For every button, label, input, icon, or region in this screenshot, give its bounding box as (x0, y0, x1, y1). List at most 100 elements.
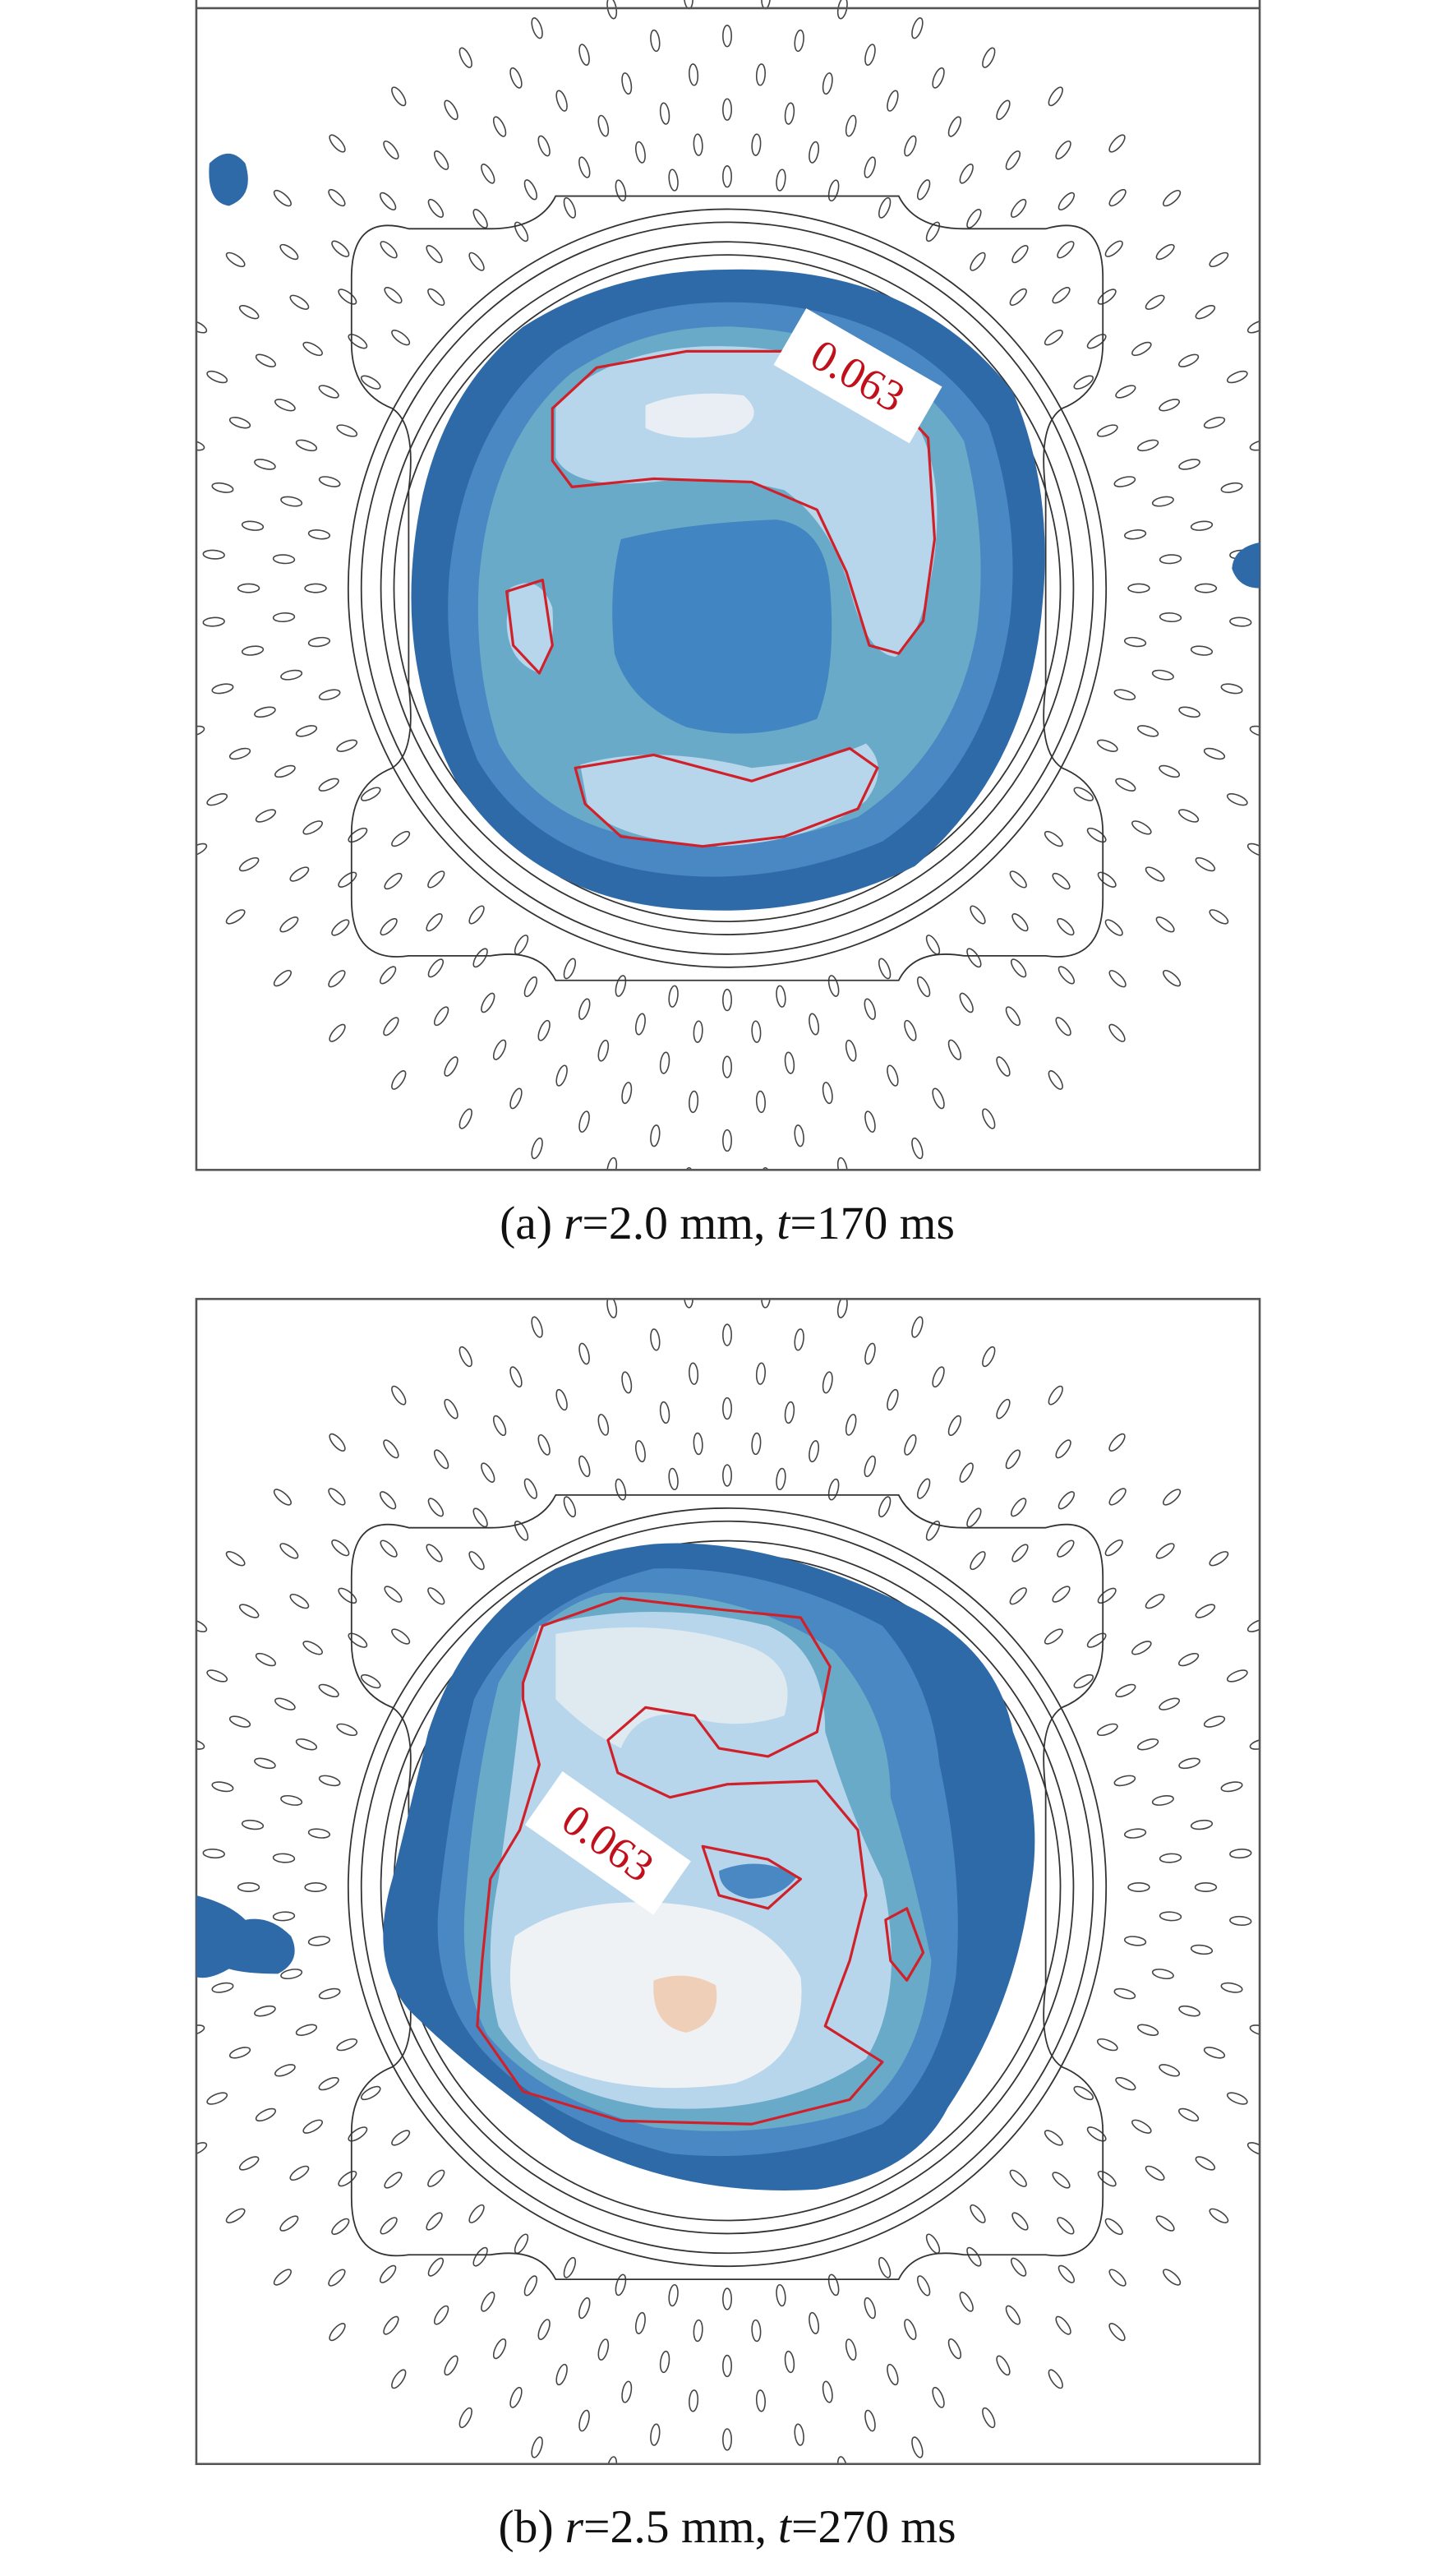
hole (458, 1346, 472, 1368)
hole (1203, 1715, 1226, 1728)
hole (1086, 827, 1107, 843)
hole (156, 2070, 179, 2084)
hole (295, 439, 318, 452)
hole (864, 1342, 876, 1365)
hole (384, 2172, 403, 2189)
hole (273, 1489, 292, 1506)
hole (481, 1462, 495, 1483)
hole (427, 870, 445, 889)
hole (668, 168, 679, 192)
hole (384, 287, 403, 304)
hole (1296, 467, 1318, 479)
caption-part: t (776, 1198, 791, 1249)
hole (228, 747, 251, 760)
hole (1131, 2119, 1152, 2134)
hole (1178, 1757, 1200, 1770)
caption-part: r (565, 2501, 584, 2553)
hole (380, 1540, 398, 1558)
hole (1096, 1723, 1118, 1737)
hole (982, 1108, 996, 1129)
hole (274, 764, 296, 778)
hole (668, 985, 679, 1008)
caption-part: =2.5 mm, (583, 2501, 767, 2553)
hole (509, 1087, 523, 1110)
hole (887, 1388, 899, 1411)
hole (328, 1488, 346, 1506)
hole (225, 2208, 246, 2223)
hole (225, 252, 246, 268)
hole (751, 1432, 762, 1456)
hole (751, 133, 762, 156)
hole (380, 917, 398, 936)
hole (1296, 1997, 1318, 2009)
hole (274, 1697, 296, 1710)
hole (1178, 706, 1200, 718)
hole (809, 1440, 820, 1463)
hole (468, 905, 485, 925)
hole (864, 44, 876, 66)
hole (1108, 2269, 1127, 2287)
hole (168, 1810, 191, 1821)
hole (761, 1299, 772, 1309)
hole (563, 1496, 577, 1518)
hole (360, 2085, 381, 2101)
hole (932, 67, 945, 89)
hole (391, 86, 407, 107)
hole (836, 2456, 848, 2464)
caption: (b) r=2.5 mm, t=270 ms (498, 2501, 956, 2553)
hole (689, 1090, 699, 1114)
hole (755, 1090, 766, 1114)
hole (237, 1882, 260, 1892)
hole (1005, 1449, 1021, 1470)
hole (1229, 1915, 1252, 1926)
contour-fill (555, 1627, 788, 1749)
hole (1155, 243, 1175, 261)
hole (1057, 2264, 1076, 2283)
hole (864, 2297, 876, 2320)
hole (947, 2338, 962, 2360)
hole (444, 1056, 458, 1077)
hole (492, 116, 507, 137)
hole (1123, 636, 1147, 648)
hole (578, 156, 591, 178)
hole (427, 958, 445, 978)
hole (1276, 2070, 1299, 2084)
hole (822, 1082, 833, 1105)
hole (1226, 793, 1248, 806)
hole (444, 2355, 458, 2376)
hole (255, 1652, 277, 1667)
hole (659, 1051, 670, 1074)
hole (659, 102, 670, 125)
hole (904, 1019, 917, 1041)
hole (845, 2338, 857, 2361)
hole (597, 1039, 610, 1062)
hole (379, 2264, 397, 2283)
hole (254, 1757, 276, 1770)
hole (615, 2273, 627, 2297)
hole (722, 25, 732, 48)
hole (318, 2076, 339, 2091)
hole (458, 1108, 472, 1129)
contour-fill (719, 1863, 798, 1899)
hole (578, 2297, 591, 2320)
hole (458, 2407, 472, 2429)
hole (1131, 820, 1152, 835)
hole (383, 1439, 399, 1459)
hole (1131, 1641, 1152, 1655)
hole (514, 1520, 529, 1541)
hole (1108, 1433, 1126, 1452)
hole (348, 2126, 368, 2142)
hole (836, 1299, 848, 1318)
hole (289, 2165, 310, 2181)
hole (1097, 2170, 1117, 2187)
hole (280, 1969, 303, 1980)
hole (1011, 245, 1029, 264)
hole (555, 2363, 568, 2386)
hole (509, 2386, 523, 2408)
hole (1131, 341, 1152, 357)
hole (196, 439, 205, 451)
hole (1052, 1586, 1071, 1603)
hole (916, 1478, 931, 1499)
hole (289, 866, 310, 882)
